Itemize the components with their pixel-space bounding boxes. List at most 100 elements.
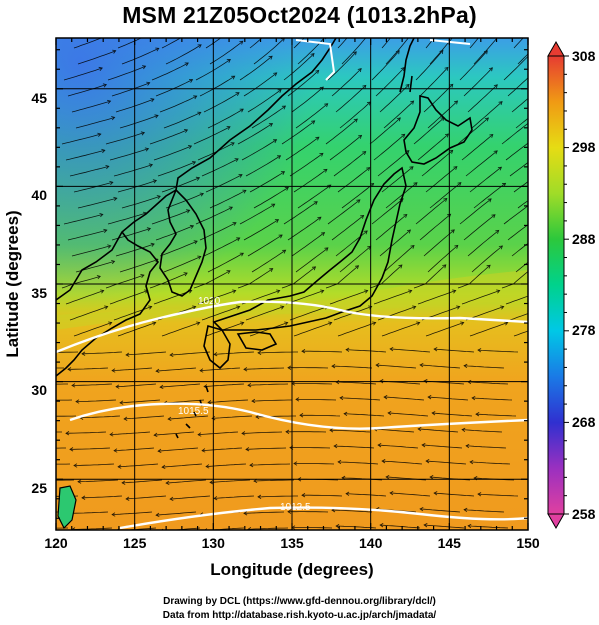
streamline	[68, 367, 109, 370]
streamline	[73, 181, 113, 193]
streamline-arrowhead	[232, 289, 237, 294]
streamline-arrowhead	[301, 349, 306, 354]
streamline	[509, 313, 528, 321]
streamline	[296, 399, 337, 401]
streamline-arrowhead	[475, 412, 480, 417]
streamline	[385, 38, 409, 65]
streamline	[413, 264, 447, 289]
streamline-arrowhead	[253, 478, 258, 484]
streamline-arrowhead	[358, 134, 363, 139]
streamline-arrowhead	[104, 305, 109, 310]
streamline-arrowhead	[183, 129, 189, 133]
streamline-arrowhead	[469, 459, 474, 465]
streamline-arrowhead	[484, 117, 489, 122]
streamline	[119, 115, 159, 129]
streamline-arrowhead	[375, 363, 380, 368]
streamline-arrowhead	[111, 260, 116, 265]
streamline	[207, 252, 244, 273]
streamline-arrowhead	[150, 242, 155, 247]
streamline-arrowhead	[36, 414, 39, 418]
streamline-arrowhead	[193, 240, 198, 245]
streamline-arrowhead	[193, 95, 198, 100]
streamline-arrowhead	[425, 459, 430, 464]
streamline-arrowhead	[370, 183, 375, 187]
streamline	[157, 161, 196, 177]
streamline-arrowhead	[544, 306, 548, 309]
streamline-arrowhead	[352, 51, 357, 56]
streamline-arrowhead	[238, 174, 243, 178]
streamline-arrowhead	[251, 398, 256, 404]
shikoku	[236, 331, 278, 351]
streamline	[381, 38, 391, 49]
streamline	[119, 258, 159, 273]
streamline	[472, 397, 513, 401]
streamline-arrowhead	[379, 523, 384, 528]
streamline	[249, 38, 263, 49]
streamline	[112, 367, 153, 371]
streamline	[193, 270, 231, 289]
streamline-arrowhead	[108, 321, 113, 326]
y-tick-25: 25	[31, 480, 47, 496]
streamline	[377, 150, 410, 177]
streamline	[337, 167, 370, 193]
streamline-arrowhead	[101, 148, 106, 154]
streamline-arrowhead	[277, 89, 282, 93]
streamline	[390, 492, 431, 497]
streamline-arrowhead	[492, 17, 495, 21]
streamline	[289, 306, 328, 321]
streamline-arrowhead	[496, 289, 501, 294]
streamline-arrowhead	[387, 410, 392, 416]
streamline-arrowhead	[453, 166, 458, 171]
streamline	[209, 189, 247, 209]
streamline-arrowhead	[121, 480, 126, 485]
streamline-arrowhead	[543, 169, 547, 172]
streamline-arrowhead	[109, 180, 114, 186]
streamline	[126, 495, 167, 500]
streamline	[73, 38, 103, 49]
streamline	[245, 306, 284, 321]
streamline-arrowhead	[405, 83, 410, 88]
streamline	[198, 431, 239, 436]
streamline	[477, 493, 519, 497]
streamline-arrowhead	[268, 123, 274, 127]
streamline-arrowhead	[207, 400, 212, 405]
streamline-arrowhead	[447, 16, 450, 20]
streamline-arrowhead	[530, 119, 533, 122]
streamline-arrowhead	[531, 266, 534, 269]
streamline-arrowhead	[209, 480, 214, 485]
streamline-arrowhead	[328, 321, 333, 326]
streamline-arrowhead	[333, 443, 338, 449]
streamline	[329, 290, 368, 305]
x-tick-labels: 120 125 130 135 140 145 150	[44, 535, 540, 551]
streamline	[212, 415, 253, 419]
streamline-arrowhead	[457, 182, 462, 187]
streamline	[241, 431, 283, 434]
streamline-arrowhead	[32, 398, 35, 402]
x-tick-150: 150	[516, 535, 540, 551]
streamline	[344, 413, 385, 417]
streamline	[380, 524, 421, 529]
streamline	[385, 182, 418, 209]
streamline-arrowhead	[285, 429, 290, 434]
streamline	[302, 494, 343, 497]
streamline-arrowhead	[97, 132, 102, 137]
streamline	[291, 86, 324, 113]
streamline	[243, 367, 285, 370]
streamline-arrowhead	[146, 81, 151, 86]
streamline-arrowhead	[117, 464, 122, 469]
streamline-arrowhead	[274, 219, 280, 223]
isobar-1015	[69, 402, 528, 430]
streamline	[112, 511, 153, 515]
colorbar-label-308: 308	[572, 48, 596, 64]
x-tick-130: 130	[202, 535, 226, 551]
streamline	[291, 383, 333, 385]
streamline	[302, 350, 343, 353]
streamline	[208, 399, 249, 403]
streamline-arrowhead	[403, 17, 406, 21]
streamline	[237, 123, 273, 145]
streamline-arrowhead	[498, 101, 503, 106]
streamline-arrowhead	[239, 40, 244, 45]
streamline-arrowhead	[226, 270, 231, 274]
streamline	[151, 62, 189, 81]
streamline	[299, 414, 341, 417]
